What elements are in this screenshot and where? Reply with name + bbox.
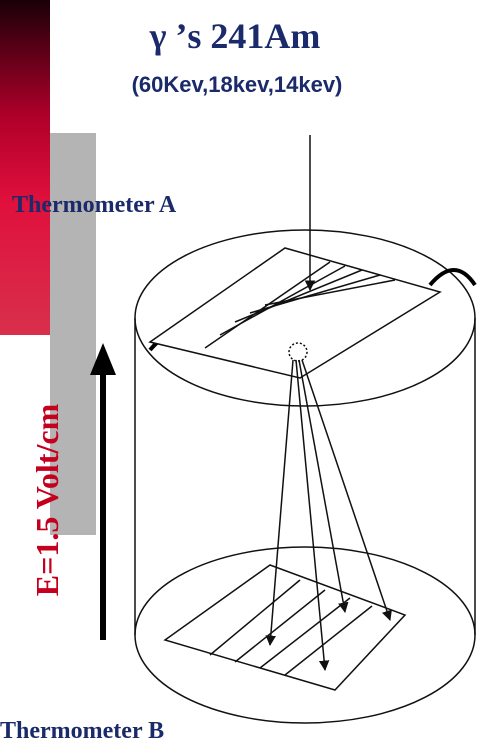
field-arrowhead — [90, 343, 116, 375]
cylinder — [134, 229, 476, 724]
emission-arrows — [265, 359, 392, 672]
source — [288, 342, 308, 362]
gray-bar — [50, 133, 96, 535]
thermometer-b-plate — [163, 564, 407, 691]
field-label: E=1.5 Volt/cm — [29, 403, 65, 596]
title: γ ’s 241Am — [149, 16, 321, 56]
wire — [428, 268, 477, 287]
red-bar — [0, 0, 50, 335]
thermometer-b-label: Thermometer B — [0, 718, 164, 744]
thermometer-a-label: Thermometer A — [12, 192, 177, 218]
subtitle: (60Kev,18kev,14kev) — [132, 72, 343, 97]
thermometer-a-plate — [148, 247, 442, 379]
